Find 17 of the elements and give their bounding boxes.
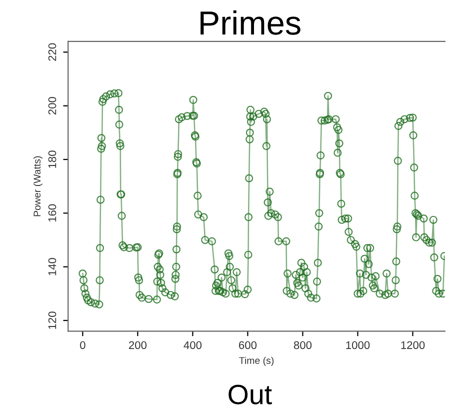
y-tick-label: 220 xyxy=(48,43,56,61)
x-tick-label: 200 xyxy=(128,341,147,350)
y-tick-label: 120 xyxy=(48,312,56,329)
x-axis-title: Time (s) xyxy=(239,356,274,366)
text: Out xyxy=(228,384,272,404)
y-axis-title: Power (Watts) xyxy=(33,156,42,216)
x-tick-label: 800 xyxy=(294,341,312,350)
x-tick-label: 600 xyxy=(239,341,257,350)
y-tick-label: 180 xyxy=(48,150,56,168)
chart-title: Primes xyxy=(200,10,300,35)
x-tick-label: 400 xyxy=(184,341,202,350)
x-tick-label: 0 xyxy=(80,341,86,350)
y-tick-label: 140 xyxy=(48,258,56,276)
x-tick-label: 1200 xyxy=(401,341,425,350)
y-tick-label: 160 xyxy=(48,204,56,222)
y-tick-label: 200 xyxy=(48,96,56,115)
x-tick-label: 1000 xyxy=(346,341,370,350)
